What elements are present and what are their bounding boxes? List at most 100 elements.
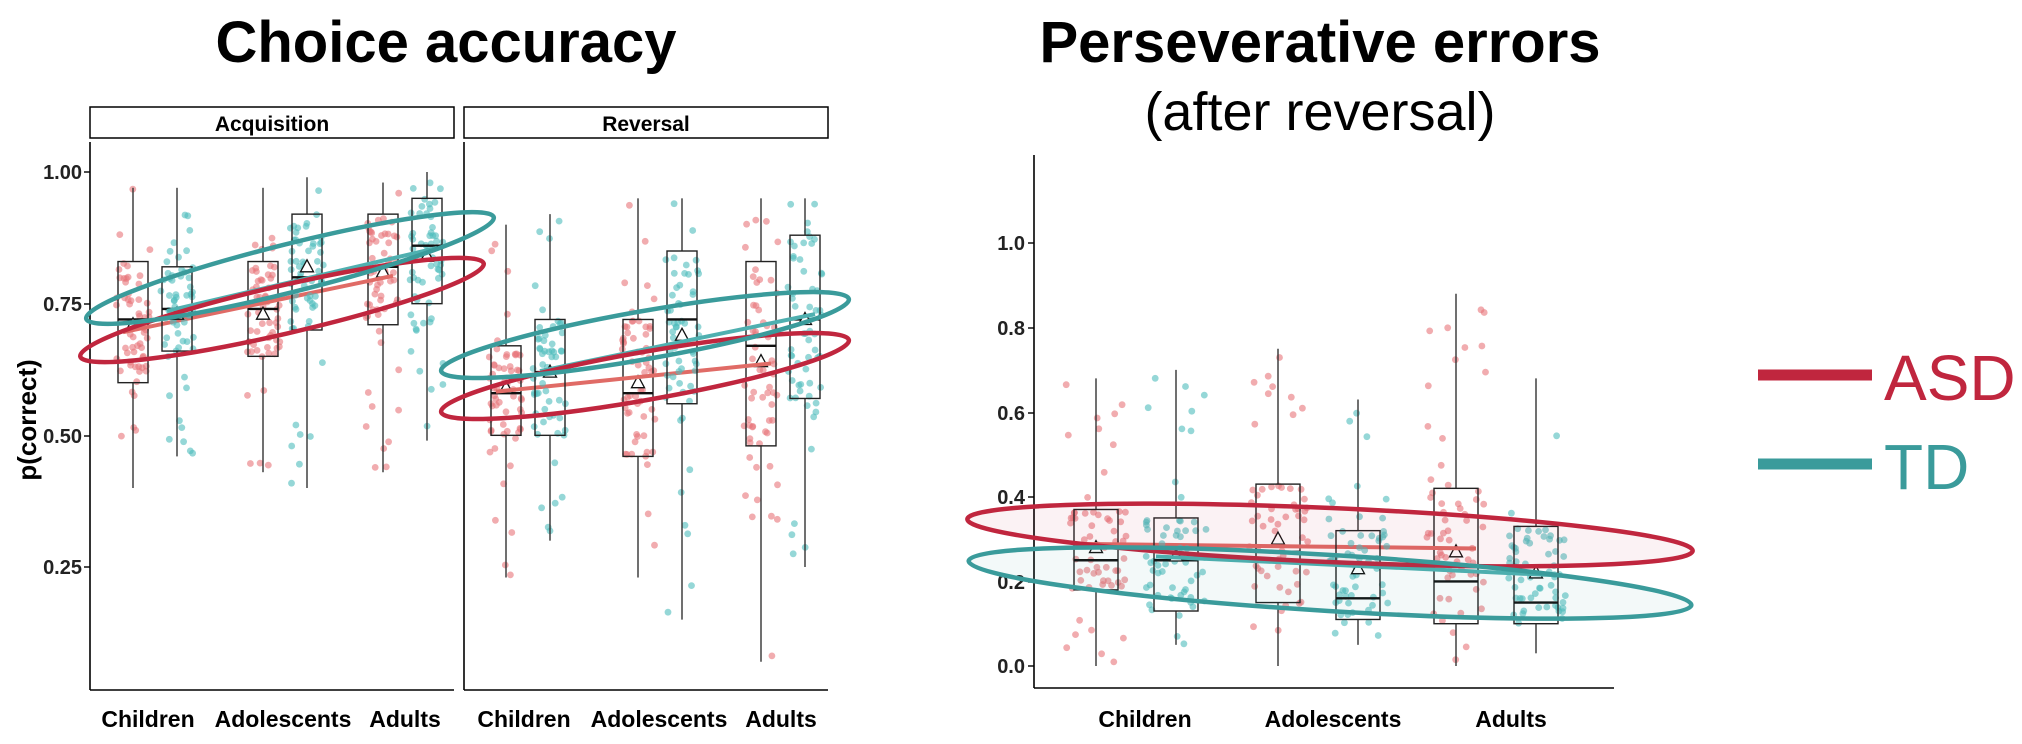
data-point: [1093, 563, 1101, 571]
data-point: [540, 337, 548, 345]
xtick-label-adolescents: Adolescents: [591, 706, 728, 732]
data-point: [555, 396, 563, 404]
data-point: [1067, 514, 1075, 522]
data-point: [1424, 529, 1432, 537]
data-point: [1297, 485, 1305, 493]
data-point: [1248, 517, 1256, 525]
data-point: [178, 424, 186, 431]
data-point: [420, 319, 427, 327]
td-highlight-ellipse: [83, 209, 497, 327]
data-point: [1271, 527, 1279, 535]
data-point: [1111, 410, 1119, 418]
data-point: [804, 219, 811, 227]
xtick-label-adolescents: Adolescents: [1265, 706, 1402, 732]
data-point: [185, 274, 193, 282]
data-point: [292, 421, 300, 429]
data-point: [1162, 560, 1169, 568]
data-point: [1202, 526, 1210, 533]
data-point: [664, 608, 672, 616]
data-point: [685, 271, 692, 278]
data-point: [662, 360, 670, 368]
data-point: [1517, 576, 1525, 584]
mean-marker: [1448, 543, 1464, 558]
data-point: [773, 515, 781, 523]
data-point: [305, 247, 312, 255]
data-point: [1199, 568, 1206, 576]
data-point: [624, 329, 632, 337]
data-point: [1163, 524, 1170, 531]
data-point: [773, 391, 781, 399]
data-point: [748, 513, 756, 521]
data-point: [1384, 599, 1392, 607]
data-point: [429, 224, 436, 231]
data-point: [1535, 604, 1543, 611]
data-point: [1143, 521, 1150, 529]
trend-line: [495, 361, 772, 394]
data-point: [1160, 532, 1167, 539]
data-point: [409, 185, 417, 192]
data-point: [670, 269, 678, 277]
trend-line: [1155, 554, 1557, 578]
data-point: [1345, 599, 1352, 607]
data-point: [530, 423, 538, 430]
data-point: [115, 266, 123, 273]
data-point: [1442, 554, 1450, 561]
data-point: [642, 331, 650, 338]
data-point: [756, 276, 764, 283]
data-point: [380, 249, 388, 257]
chart2-ytick-label: 0.0: [997, 656, 1025, 678]
data-point: [364, 389, 372, 396]
trend-line: [122, 273, 394, 335]
data-point: [312, 292, 319, 300]
data-point: [1519, 610, 1527, 617]
data-point: [1177, 493, 1185, 501]
data-point: [1063, 644, 1071, 652]
data-point: [1436, 549, 1444, 557]
box: [1255, 483, 1301, 604]
data-point: [493, 345, 501, 353]
data-point: [750, 388, 758, 396]
data-point: [536, 324, 544, 331]
data-point: [672, 323, 680, 331]
data-point: [512, 435, 519, 442]
data-point: [1083, 566, 1091, 574]
data-point: [1264, 390, 1272, 398]
data-point: [375, 327, 383, 335]
data-point: [1144, 404, 1152, 412]
data-point: [1276, 584, 1284, 591]
data-point: [1108, 582, 1115, 589]
data-point: [673, 284, 680, 291]
data-point: [1287, 393, 1295, 401]
data-point: [789, 550, 797, 558]
data-point: [1158, 540, 1166, 547]
data-point: [802, 365, 810, 373]
data-point: [676, 380, 683, 387]
data-point: [689, 291, 697, 298]
data-point: [1464, 556, 1472, 564]
data-point: [556, 414, 564, 422]
asd-highlight-ellipse: [77, 255, 487, 365]
data-point: [755, 306, 763, 314]
data-point: [1146, 581, 1154, 589]
data-point: [432, 232, 439, 240]
data-point: [372, 238, 380, 245]
data-point: [1543, 603, 1551, 611]
data-point: [264, 271, 272, 279]
data-point: [506, 363, 514, 370]
box: [666, 250, 698, 405]
data-point: [675, 368, 683, 375]
data-point: [1301, 495, 1308, 503]
data-point: [1552, 602, 1559, 609]
data-point: [437, 185, 444, 193]
data-point: [1353, 409, 1360, 417]
facet-strip-reversal: [463, 106, 829, 139]
data-point: [682, 261, 690, 269]
data-point: [264, 461, 272, 469]
data-point: [558, 329, 566, 337]
data-point: [1169, 584, 1176, 591]
data-point: [1559, 604, 1567, 612]
data-point: [768, 401, 776, 408]
data-point: [486, 448, 494, 456]
data-point: [1190, 518, 1198, 526]
data-point: [1182, 527, 1189, 535]
